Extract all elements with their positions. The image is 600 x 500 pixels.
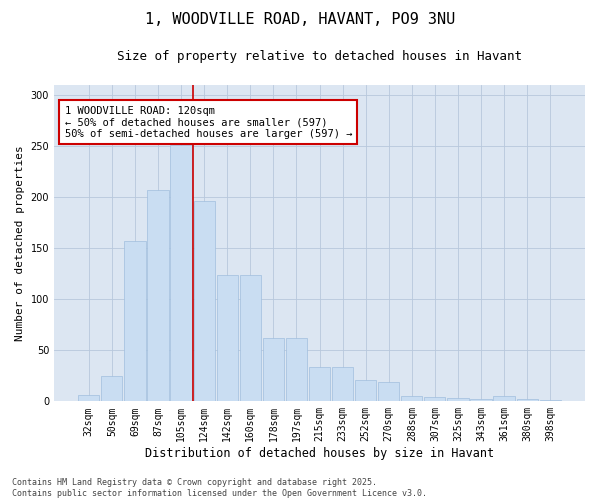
Text: 1 WOODVILLE ROAD: 120sqm
← 50% of detached houses are smaller (597)
50% of semi-: 1 WOODVILLE ROAD: 120sqm ← 50% of detach…	[65, 106, 352, 139]
Text: 1, WOODVILLE ROAD, HAVANT, PO9 3NU: 1, WOODVILLE ROAD, HAVANT, PO9 3NU	[145, 12, 455, 28]
X-axis label: Distribution of detached houses by size in Havant: Distribution of detached houses by size …	[145, 447, 494, 460]
Bar	[239, 275, 261, 402]
Bar	[194, 202, 215, 402]
Title: Size of property relative to detached houses in Havant: Size of property relative to detached ho…	[117, 50, 522, 63]
Bar	[148, 190, 169, 402]
Bar	[124, 241, 146, 402]
Bar	[263, 338, 284, 402]
Text: Contains HM Land Registry data © Crown copyright and database right 2025.
Contai: Contains HM Land Registry data © Crown c…	[12, 478, 427, 498]
Bar	[401, 396, 422, 402]
Bar	[355, 380, 376, 402]
Bar	[517, 400, 538, 402]
Bar	[448, 398, 469, 402]
Bar	[493, 396, 515, 402]
Bar	[309, 366, 330, 402]
Bar	[101, 376, 122, 402]
Bar	[539, 400, 561, 402]
Bar	[378, 382, 400, 402]
Bar	[170, 145, 191, 402]
Bar	[217, 275, 238, 402]
Bar	[332, 366, 353, 402]
Bar	[78, 395, 100, 402]
Bar	[286, 338, 307, 402]
Y-axis label: Number of detached properties: Number of detached properties	[15, 146, 25, 341]
Bar	[470, 400, 491, 402]
Bar	[424, 398, 445, 402]
